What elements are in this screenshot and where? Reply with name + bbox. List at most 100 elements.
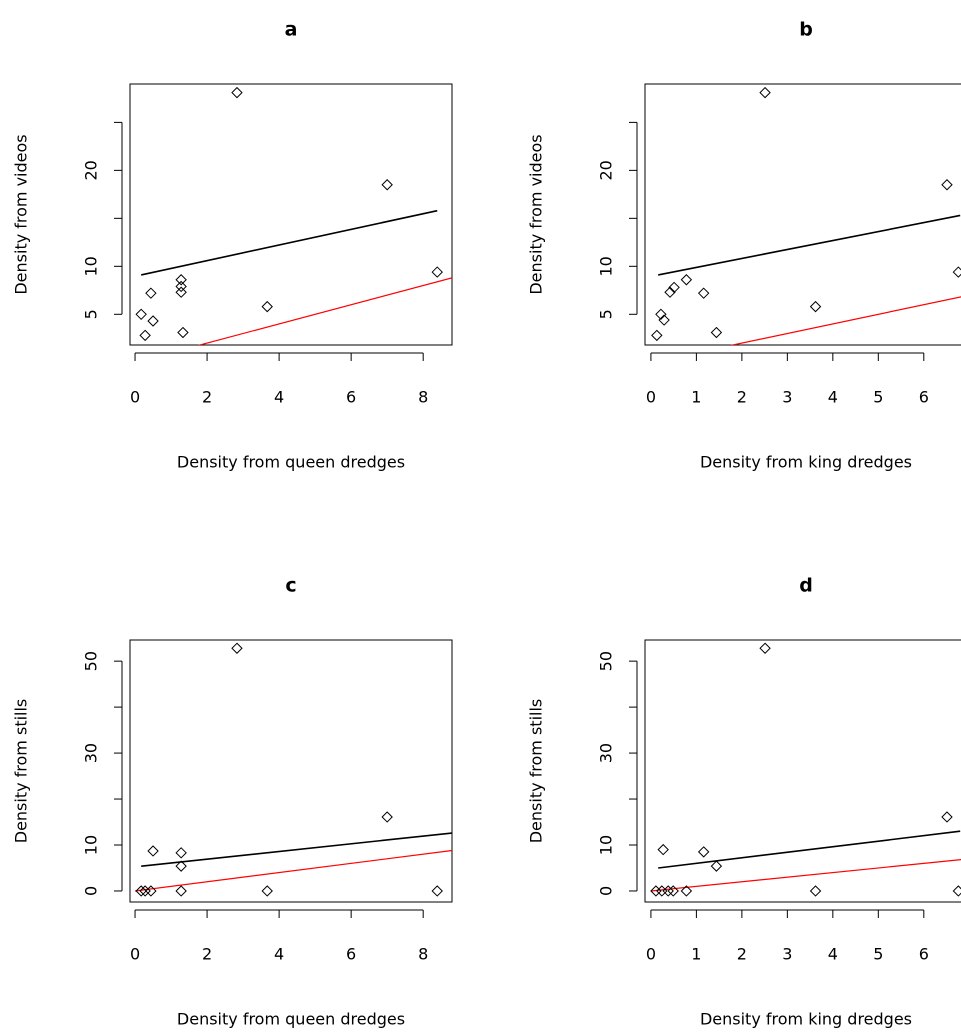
x-axis-label: Density from queen dredges bbox=[177, 1010, 405, 1029]
x-tick-label: 0 bbox=[646, 945, 656, 964]
x-axis-label: Density from king dredges bbox=[700, 1010, 912, 1029]
point bbox=[668, 281, 680, 294]
x-tick-label: 3 bbox=[782, 945, 792, 964]
fit-line bbox=[650, 859, 961, 892]
y-tick-label: 30 bbox=[82, 743, 101, 763]
y-tick-label: 10 bbox=[82, 835, 101, 855]
x-tick-label: 8 bbox=[418, 945, 428, 964]
plot-box bbox=[129, 83, 453, 346]
point bbox=[759, 86, 771, 99]
point bbox=[941, 811, 953, 823]
point bbox=[381, 811, 393, 823]
point bbox=[697, 846, 710, 858]
x-tick-label: 6 bbox=[919, 388, 929, 407]
point bbox=[710, 860, 723, 872]
panel: d Density from king dredges Density from s… bbox=[527, 575, 961, 1029]
chart-title: a bbox=[285, 19, 298, 41]
fit-line bbox=[729, 296, 961, 345]
x-tick-label: 5 bbox=[873, 945, 883, 964]
point bbox=[381, 179, 393, 191]
point bbox=[175, 280, 187, 293]
x-tick-label: 5 bbox=[873, 388, 883, 407]
point bbox=[759, 642, 771, 654]
x-tick-label: 6 bbox=[346, 388, 356, 407]
fit-line bbox=[658, 214, 961, 276]
fit-line bbox=[141, 832, 452, 867]
chart-title: b bbox=[799, 19, 813, 41]
chart-title: c bbox=[285, 575, 296, 597]
point bbox=[175, 847, 187, 859]
fit-line bbox=[140, 209, 438, 276]
point bbox=[655, 308, 667, 321]
y-tick-label: 10 bbox=[82, 256, 101, 276]
point bbox=[431, 266, 443, 278]
point bbox=[662, 885, 674, 897]
point bbox=[147, 845, 159, 857]
x-tick-label: 4 bbox=[274, 388, 284, 407]
point bbox=[667, 885, 679, 897]
y-tick-label: 0 bbox=[82, 886, 101, 896]
point bbox=[656, 885, 668, 897]
fit-line bbox=[134, 849, 452, 892]
fit-line bbox=[658, 830, 961, 869]
x-tick-label: 2 bbox=[737, 945, 747, 964]
point bbox=[658, 314, 670, 326]
point bbox=[657, 843, 669, 856]
point bbox=[710, 326, 723, 339]
y-tick-label: 10 bbox=[597, 835, 616, 855]
point bbox=[664, 286, 676, 298]
chart-title: d bbox=[799, 575, 813, 597]
plot-box bbox=[644, 83, 961, 346]
y-axis-label: Density from stills bbox=[527, 699, 546, 844]
x-tick-label: 4 bbox=[828, 388, 838, 407]
x-tick-label: 6 bbox=[346, 945, 356, 964]
panel: c Density from queen dredges Density from … bbox=[12, 575, 453, 1029]
x-tick-label: 2 bbox=[202, 388, 212, 407]
point bbox=[139, 885, 151, 897]
point bbox=[175, 860, 187, 872]
point bbox=[680, 885, 693, 897]
y-tick-label: 50 bbox=[597, 651, 616, 671]
point bbox=[952, 885, 961, 897]
point bbox=[231, 86, 243, 99]
x-axis-label: Density from king dredges bbox=[700, 453, 912, 472]
point bbox=[145, 287, 157, 299]
point bbox=[177, 326, 189, 339]
y-tick-label: 20 bbox=[82, 160, 101, 180]
point bbox=[261, 885, 273, 897]
y-tick-label: 10 bbox=[597, 256, 616, 276]
x-axis-label: Density from queen dredges bbox=[177, 453, 405, 472]
point bbox=[941, 179, 953, 191]
point bbox=[809, 300, 822, 313]
x-tick-label: 2 bbox=[737, 388, 747, 407]
panel: a Density from queen dredges Density from … bbox=[12, 19, 453, 472]
x-tick-label: 4 bbox=[828, 945, 838, 964]
point bbox=[651, 329, 663, 342]
x-tick-label: 2 bbox=[202, 945, 212, 964]
point bbox=[261, 300, 273, 313]
y-axis-label: Density from videos bbox=[12, 134, 31, 294]
x-tick-label: 8 bbox=[418, 388, 428, 407]
x-tick-label: 1 bbox=[691, 945, 701, 964]
point bbox=[231, 642, 243, 654]
point bbox=[139, 329, 151, 342]
point bbox=[650, 885, 662, 897]
y-axis-label: Density from videos bbox=[527, 134, 546, 294]
point bbox=[145, 885, 157, 897]
x-tick-label: 3 bbox=[782, 388, 792, 407]
point bbox=[697, 287, 710, 299]
y-axis-label: Density from stills bbox=[12, 699, 31, 844]
y-tick-label: 20 bbox=[597, 160, 616, 180]
x-tick-label: 4 bbox=[274, 945, 284, 964]
point bbox=[431, 885, 443, 897]
plot-box bbox=[129, 639, 453, 903]
point bbox=[809, 885, 822, 897]
point bbox=[175, 274, 187, 286]
point bbox=[952, 266, 961, 278]
point bbox=[175, 885, 187, 897]
point bbox=[135, 308, 147, 321]
y-tick-label: 5 bbox=[597, 309, 616, 319]
point bbox=[680, 274, 693, 286]
x-tick-label: 0 bbox=[130, 388, 140, 407]
